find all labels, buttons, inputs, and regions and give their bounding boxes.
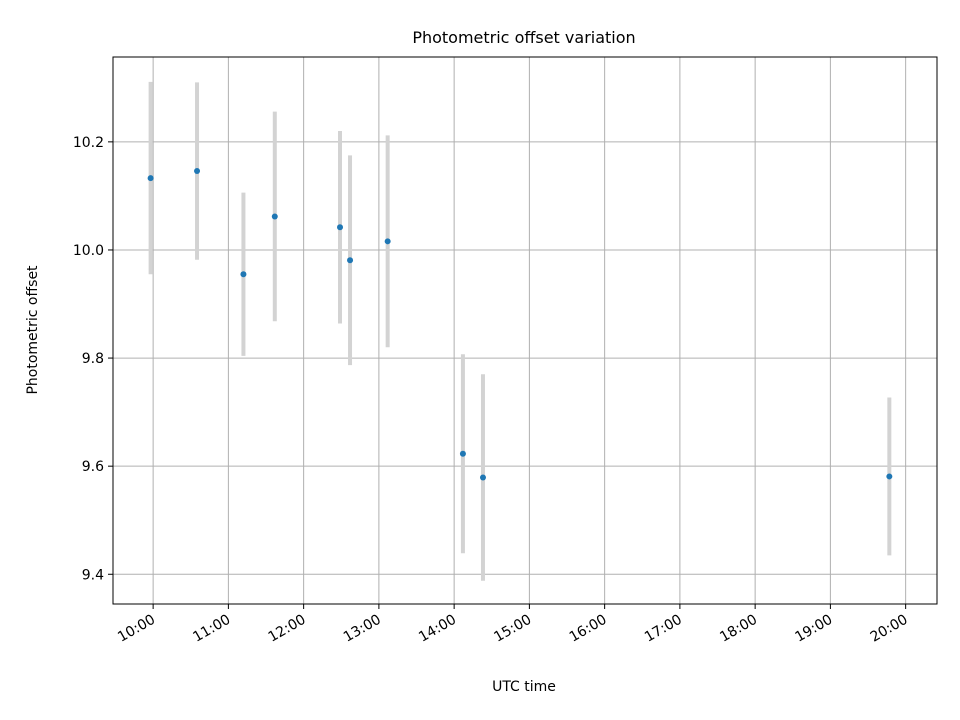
data-point xyxy=(459,450,466,457)
x-tick-label: 11:00 xyxy=(190,612,233,646)
error-bars xyxy=(148,81,892,581)
y-tick-label: 9.4 xyxy=(82,567,104,583)
x-tick-label: 19:00 xyxy=(792,612,835,646)
y-tick-label: 10.2 xyxy=(73,135,104,151)
x-tick-label: 12:00 xyxy=(266,612,309,646)
data-point xyxy=(240,271,247,278)
x-tick-label: 15:00 xyxy=(491,612,534,646)
y-tick-label: 9.6 xyxy=(82,459,104,475)
x-tick-label: 10:00 xyxy=(115,612,158,646)
plot-frame xyxy=(112,56,938,605)
data-point xyxy=(384,238,391,245)
data-point xyxy=(194,168,201,175)
x-tick-label: 18:00 xyxy=(717,612,760,646)
x-tick-label: 17:00 xyxy=(642,612,685,646)
y-axis-label: Photometric offset xyxy=(25,265,41,395)
chart-title: Photometric offset variation xyxy=(412,28,635,47)
data-point xyxy=(347,257,354,264)
data-point xyxy=(479,474,486,481)
x-tick-label: 16:00 xyxy=(567,612,610,646)
data-point xyxy=(271,213,278,220)
data-point xyxy=(886,473,893,480)
y-tick-label: 10.0 xyxy=(73,243,104,259)
y-axis-ticks: 9.4 9.6 9.8 10.0 10.2 xyxy=(73,135,113,583)
x-axis-label: UTC time xyxy=(492,679,556,695)
x-tick-label: 14:00 xyxy=(416,612,459,646)
data-points xyxy=(147,168,893,481)
grid xyxy=(113,57,937,604)
y-tick-label: 9.8 xyxy=(82,351,104,367)
data-point xyxy=(147,175,154,182)
data-point xyxy=(337,224,344,231)
x-axis-ticks: 10:00 11:00 12:00 13:00 14:00 15:00 16:00 17:00… xyxy=(115,604,911,646)
x-tick-label: 20:00 xyxy=(868,612,911,646)
x-tick-label: 13:00 xyxy=(341,612,384,646)
